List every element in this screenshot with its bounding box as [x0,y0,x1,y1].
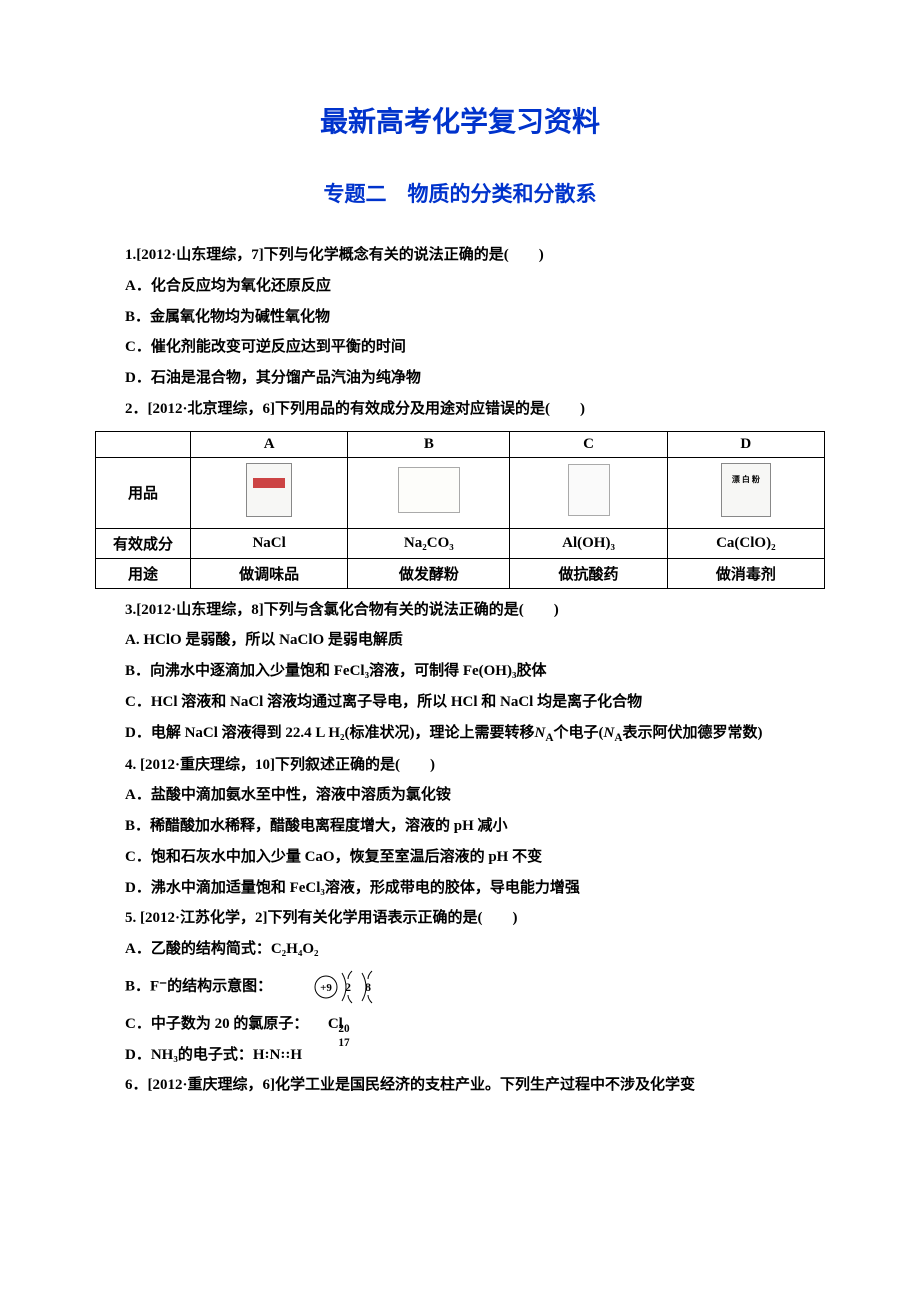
q3-d-na2: N [603,725,614,741]
use-a: 做调味品 [191,558,348,588]
q1-stem: 1.[2012·山东理综，7]下列与化学概念有关的说法正确的是( ) [95,240,825,271]
product-image-d: 漂 白 粉 [667,457,824,528]
q3-d-na1: N [535,725,546,741]
table-header-row: A B C D [96,431,825,457]
q5-b-text: B．F⁻的结构示意图： [125,978,272,994]
product-image-a [191,457,348,528]
sub-title: 专题二 物质的分类和分散系 [95,178,825,208]
svg-text:+9: +9 [320,982,332,994]
q3-d-part2: 个电子( [553,725,603,741]
q3-stem: 3.[2012·山东理综，8]下列与含氯化合物有关的说法正确的是( ) [95,595,825,626]
table-row-use: 用途 做调味品 做发酵粉 做抗酸药 做消毒剂 [96,558,825,588]
q5-d-text: D．NH₃的电子式： [125,1047,253,1063]
q1-option-b: B．金属氧化物均为碱性氧化物 [95,302,825,333]
q5-c-text: C．中子数为 20 的氯原子： [125,1016,308,1032]
q5-c-sub: 17 [308,1032,349,1055]
q5-d-formula: H꞉N꞉꞉H [253,1047,302,1063]
baking-soda-box-icon [398,467,460,513]
q1-option-d: D．石油是混合物，其分馏产品汽油为纯净物 [95,363,825,394]
use-c: 做抗酸药 [510,558,667,588]
table-row-use-label: 用途 [96,558,191,588]
table-header-b: B [348,431,510,457]
q3-d-part3: 表示阿伏加德罗常数) [622,725,762,741]
component-a: NaCl [191,528,348,558]
table-row-component: 有效成分 NaCl Na₂CO₃ Al(OH)₃ Ca(ClO)₂ [96,528,825,558]
q5-option-c: C．中子数为 20 的氯原子：2017Cl [95,1009,825,1040]
q5-stem: 5. [2012·江苏化学，2]下列有关化学用语表示正确的是( ) [95,903,825,934]
q3-option-d: D．电解 NaCl 溶液得到 22.4 L H₂(标准状况)，理论上需要转移NA… [95,718,825,750]
q2-table: A B C D 用品 漂 白 粉 有效成分 NaCl Na₂CO₃ Al(OH)… [95,431,825,589]
q4-option-d: D．沸水中滴加适量饱和 FeCl₃溶液，形成带电的胶体，导电能力增强 [95,873,825,904]
q2-stem: 2．[2012·北京理综，6]下列用品的有效成分及用途对应错误的是( ) [95,394,825,425]
q3-d-part1: D．电解 NaCl 溶液得到 22.4 L H₂(标准状况)，理论上需要转移 [125,725,535,741]
table-row-item: 用品 漂 白 粉 [96,457,825,528]
svg-text:8: 8 [365,980,371,994]
table-row-item-label: 用品 [96,457,191,528]
q1-option-c: C．催化剂能改变可逆反应达到平衡的时间 [95,332,825,363]
q5-option-a: A．乙酸的结构简式：C₂H₄O₂ [95,934,825,965]
q4-option-a: A．盐酸中滴加氨水至中性，溶液中溶质为氯化铵 [95,780,825,811]
salt-package-icon [246,463,292,517]
product-image-b [348,457,510,528]
use-b: 做发酵粉 [348,558,510,588]
use-d: 做消毒剂 [667,558,824,588]
q5-option-d: D．NH₃的电子式：H꞉N꞉꞉H [95,1040,825,1071]
q6-stem: 6．[2012·重庆理综，6]化学工业是国民经济的支柱产业。下列生产过程中不涉及… [95,1070,825,1101]
table-header-a: A [191,431,348,457]
component-b: Na₂CO₃ [348,528,510,558]
product-image-c [510,457,667,528]
atom-structure-icon: +9 2 8 [276,965,386,1009]
main-title: 最新高考化学复习资料 [95,100,825,140]
table-header-d: D [667,431,824,457]
svg-text:2: 2 [345,980,351,994]
table-header-c: C [510,431,667,457]
q4-stem: 4. [2012·重庆理综，10]下列叙述正确的是( ) [95,750,825,781]
q3-option-a: A. HClO 是弱酸，所以 NaClO 是弱电解质 [95,625,825,656]
q4-option-b: B．稀醋酸加水稀释，醋酸电离程度增大，溶液的 pH 减小 [95,811,825,842]
document-page: 最新高考化学复习资料 专题二 物质的分类和分散系 1.[2012·山东理综，7]… [0,0,920,1161]
table-header-blank [96,431,191,457]
q3-option-c: C．HCl 溶液和 NaCl 溶液均通过离子导电，所以 HCl 和 NaCl 均… [95,687,825,718]
component-d: Ca(ClO)₂ [667,528,824,558]
q1-option-a: A．化合反应均为氧化还原反应 [95,271,825,302]
bleach-powder-bag-icon: 漂 白 粉 [721,463,771,517]
q3-option-b: B．向沸水中逐滴加入少量饱和 FeCl₃溶液，可制得 Fe(OH)₃胶体 [95,656,825,687]
table-row-component-label: 有效成分 [96,528,191,558]
q5-option-b: B．F⁻的结构示意图： +9 2 8 [95,965,825,1009]
component-c: Al(OH)₃ [510,528,667,558]
medicine-box-icon [568,464,610,516]
q4-option-c: C．饱和石灰水中加入少量 CaO，恢复至室温后溶液的 pH 不变 [95,842,825,873]
